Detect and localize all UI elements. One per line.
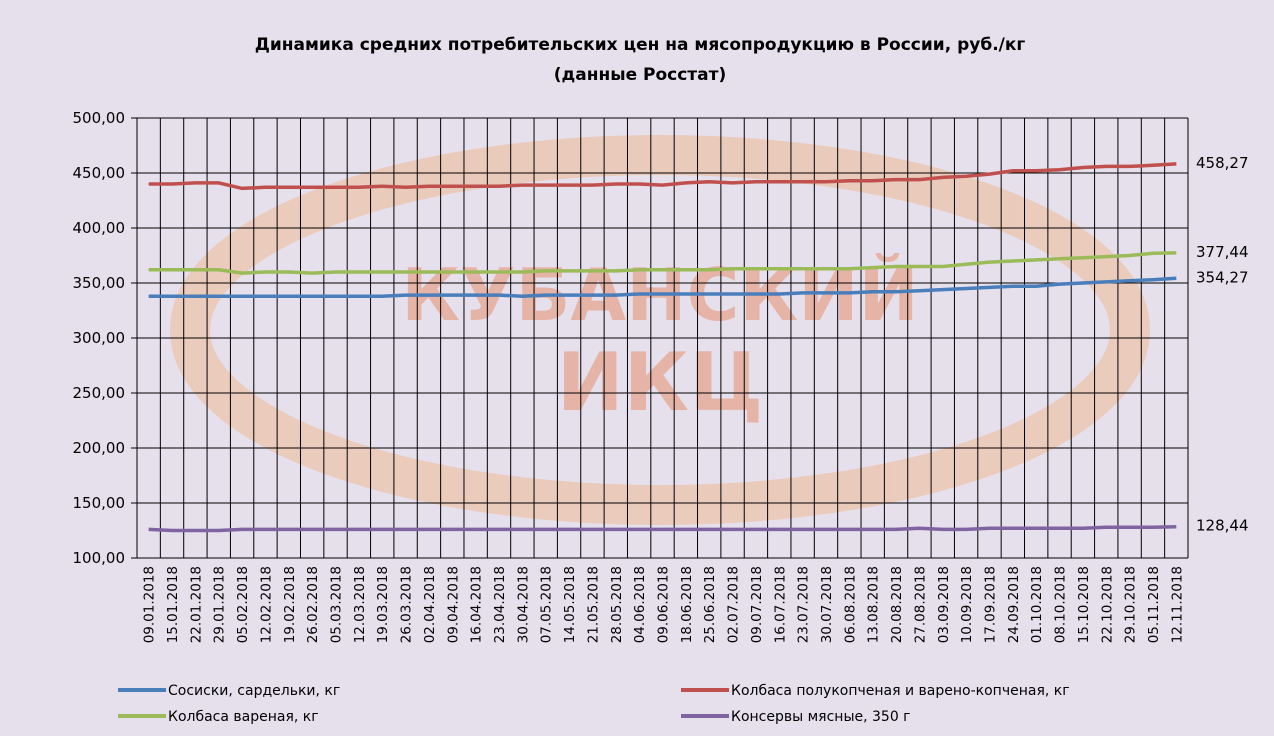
x-tick-label: 16.07.2018 (772, 566, 788, 643)
x-tick-label: 02.04.2018 (422, 566, 438, 643)
x-tick-label: 21.05.2018 (585, 566, 601, 643)
x-tick-label: 30.04.2018 (515, 566, 531, 643)
y-tick-label: 400,00 (73, 219, 126, 237)
y-tick-label: 300,00 (73, 329, 126, 347)
x-tick-label: 15.10.2018 (1076, 566, 1092, 643)
series-line (148, 276, 1177, 298)
x-tick-label: 04.06.2018 (632, 566, 648, 643)
y-tick-label: 100,00 (73, 549, 126, 567)
legend-label: Консервы мясные, 350 г (731, 709, 911, 725)
x-tick-label: 27.08.2018 (912, 566, 928, 643)
watermark-ring (170, 135, 1150, 525)
y-tick-label: 250,00 (73, 384, 126, 402)
x-tick-label: 23.07.2018 (796, 566, 812, 643)
y-tick-label: 350,00 (73, 274, 126, 292)
x-tick-label: 07.05.2018 (539, 566, 555, 643)
x-tick-label: 13.08.2018 (866, 566, 882, 643)
y-tick-label: 150,00 (73, 494, 126, 512)
x-tick-label: 26.02.2018 (305, 566, 321, 643)
series-line (148, 251, 1177, 275)
x-tick-label: 20.08.2018 (889, 566, 905, 643)
x-tick-label: 15.01.2018 (165, 566, 181, 643)
series-line (148, 162, 1177, 191)
value-label: 128,44 (1196, 517, 1249, 535)
x-tick-label: 19.03.2018 (375, 566, 391, 643)
x-tick-label: 09.06.2018 (656, 566, 672, 643)
value-label: 458,27 (1196, 154, 1249, 172)
x-tick-label: 12.02.2018 (258, 566, 274, 643)
x-tick-label: 08.10.2018 (1053, 566, 1069, 643)
x-tick-label: 16.04.2018 (469, 566, 485, 643)
y-tick-label: 200,00 (73, 439, 126, 457)
legend-label: Сосиски, сардельки, кг (168, 683, 340, 699)
x-tick-label: 10.09.2018 (959, 566, 975, 643)
x-tick-label: 23.04.2018 (492, 566, 508, 643)
x-tick-label: 25.06.2018 (702, 566, 718, 643)
chart-subtitle: (данные Росстат) (554, 65, 727, 85)
x-tick-label: 29.10.2018 (1123, 566, 1139, 643)
x-tick-label: 22.10.2018 (1099, 566, 1115, 643)
watermark-text: ИКЦ (557, 336, 764, 429)
x-tick-label: 29.01.2018 (212, 566, 228, 643)
x-tick-label: 12.03.2018 (352, 566, 368, 643)
series-line (148, 524, 1177, 533)
x-tick-label: 03.09.2018 (936, 566, 952, 643)
x-tick-label: 30.07.2018 (819, 566, 835, 643)
x-tick-label: 09.01.2018 (142, 566, 158, 643)
x-tick-label: 01.10.2018 (1029, 566, 1045, 643)
value-label: 377,44 (1196, 243, 1249, 261)
chart-title: Динамика средних потребительских цен на … (255, 35, 1026, 55)
x-tick-label: 22.01.2018 (188, 566, 204, 643)
legend-label: Колбаса полукопченая и варено-копченая, … (731, 683, 1070, 699)
value-label: 354,27 (1196, 268, 1249, 286)
x-tick-label: 19.02.2018 (282, 566, 298, 643)
y-tick-label: 450,00 (73, 164, 126, 182)
x-tick-label: 05.03.2018 (329, 566, 345, 643)
x-tick-label: 24.09.2018 (1006, 566, 1022, 643)
x-tick-label: 26.03.2018 (399, 566, 415, 643)
x-tick-label: 09.07.2018 (749, 566, 765, 643)
y-tick-label: 500,00 (73, 109, 126, 127)
x-tick-label: 28.05.2018 (609, 566, 625, 643)
x-tick-label: 06.08.2018 (842, 566, 858, 643)
x-tick-label: 05.02.2018 (235, 566, 251, 643)
x-tick-label: 02.07.2018 (726, 566, 742, 643)
x-tick-label: 17.09.2018 (982, 566, 998, 643)
x-tick-label: 05.11.2018 (1146, 566, 1162, 643)
x-tick-label: 12.11.2018 (1169, 566, 1185, 643)
x-tick-label: 14.05.2018 (562, 566, 578, 643)
legend-label: Колбаса вареная, кг (168, 709, 319, 725)
x-tick-label: 09.04.2018 (445, 566, 461, 643)
x-tick-label: 18.06.2018 (679, 566, 695, 643)
